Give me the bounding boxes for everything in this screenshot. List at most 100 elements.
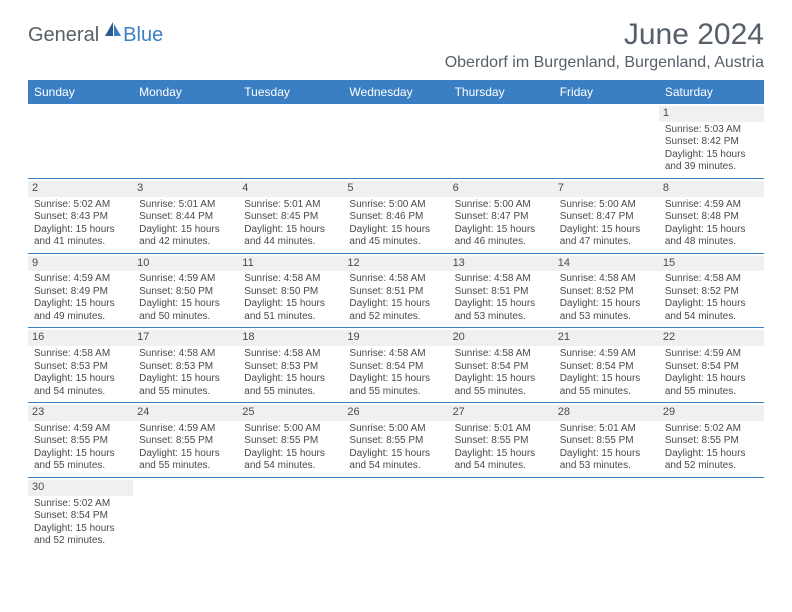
- empty-cell: [343, 104, 448, 178]
- daylight-text: Daylight: 15 hours and 42 minutes.: [139, 224, 232, 249]
- day-number: 16: [28, 330, 133, 346]
- daylight-text: Daylight: 15 hours and 54 minutes.: [34, 373, 127, 398]
- sunrise-text: Sunrise: 5:01 AM: [560, 423, 653, 436]
- day-number: 2: [28, 181, 133, 197]
- daylight-text: Daylight: 15 hours and 53 minutes.: [560, 448, 653, 473]
- weekday-header: Sunday: [28, 80, 133, 104]
- calendar-grid: SundayMondayTuesdayWednesdayThursdayFrid…: [28, 80, 764, 552]
- day-cell: 11Sunrise: 4:58 AMSunset: 8:50 PMDayligh…: [238, 254, 343, 328]
- day-cell: 26Sunrise: 5:00 AMSunset: 8:55 PMDayligh…: [343, 403, 448, 477]
- daylight-text: Daylight: 15 hours and 53 minutes.: [455, 298, 548, 323]
- daylight-text: Daylight: 15 hours and 55 minutes.: [139, 448, 232, 473]
- sunrise-text: Sunrise: 4:58 AM: [455, 348, 548, 361]
- empty-cell: [238, 478, 343, 552]
- day-cell: 13Sunrise: 4:58 AMSunset: 8:51 PMDayligh…: [449, 254, 554, 328]
- sunset-text: Sunset: 8:52 PM: [665, 286, 758, 299]
- sunset-text: Sunset: 8:55 PM: [34, 435, 127, 448]
- location-subtitle: Oberdorf im Burgenland, Burgenland, Aust…: [445, 54, 764, 72]
- sunset-text: Sunset: 8:47 PM: [560, 211, 653, 224]
- daylight-text: Daylight: 15 hours and 46 minutes.: [455, 224, 548, 249]
- day-number: 12: [343, 256, 448, 272]
- sunset-text: Sunset: 8:42 PM: [665, 136, 758, 149]
- sunset-text: Sunset: 8:50 PM: [139, 286, 232, 299]
- day-cell: 20Sunrise: 4:58 AMSunset: 8:54 PMDayligh…: [449, 328, 554, 402]
- sunset-text: Sunset: 8:54 PM: [34, 510, 127, 523]
- daylight-text: Daylight: 15 hours and 54 minutes.: [455, 448, 548, 473]
- sunset-text: Sunset: 8:45 PM: [244, 211, 337, 224]
- daylight-text: Daylight: 15 hours and 55 minutes.: [665, 373, 758, 398]
- sunset-text: Sunset: 8:55 PM: [560, 435, 653, 448]
- sunset-text: Sunset: 8:55 PM: [244, 435, 337, 448]
- sunrise-text: Sunrise: 4:59 AM: [665, 348, 758, 361]
- sunset-text: Sunset: 8:54 PM: [560, 361, 653, 374]
- daylight-text: Daylight: 15 hours and 53 minutes.: [560, 298, 653, 323]
- sunrise-text: Sunrise: 4:58 AM: [665, 273, 758, 286]
- page-header: General Blue June 2024 Oberdorf im Burge…: [28, 18, 764, 72]
- day-number: 20: [449, 330, 554, 346]
- logo-text-general: General: [28, 24, 99, 47]
- day-number: 29: [659, 405, 764, 421]
- sunrise-text: Sunrise: 4:59 AM: [139, 273, 232, 286]
- logo-text-blue: Blue: [123, 24, 163, 47]
- day-cell: 10Sunrise: 4:59 AMSunset: 8:50 PMDayligh…: [133, 254, 238, 328]
- sunset-text: Sunset: 8:51 PM: [455, 286, 548, 299]
- empty-cell: [28, 104, 133, 178]
- day-cell: 5Sunrise: 5:00 AMSunset: 8:46 PMDaylight…: [343, 179, 448, 253]
- day-number: 8: [659, 181, 764, 197]
- sunrise-text: Sunrise: 4:58 AM: [455, 273, 548, 286]
- day-number: 25: [238, 405, 343, 421]
- weekday-header: Monday: [133, 80, 238, 104]
- sunset-text: Sunset: 8:49 PM: [34, 286, 127, 299]
- sunset-text: Sunset: 8:52 PM: [560, 286, 653, 299]
- day-cell: 24Sunrise: 4:59 AMSunset: 8:55 PMDayligh…: [133, 403, 238, 477]
- sunset-text: Sunset: 8:55 PM: [665, 435, 758, 448]
- day-cell: 27Sunrise: 5:01 AMSunset: 8:55 PMDayligh…: [449, 403, 554, 477]
- empty-cell: [449, 478, 554, 552]
- weekday-header: Saturday: [659, 80, 764, 104]
- day-cell: 12Sunrise: 4:58 AMSunset: 8:51 PMDayligh…: [343, 254, 448, 328]
- sunrise-text: Sunrise: 4:59 AM: [34, 423, 127, 436]
- daylight-text: Daylight: 15 hours and 45 minutes.: [349, 224, 442, 249]
- sunrise-text: Sunrise: 5:02 AM: [34, 199, 127, 212]
- week-row: 2Sunrise: 5:02 AMSunset: 8:43 PMDaylight…: [28, 179, 764, 254]
- day-number: 14: [554, 256, 659, 272]
- day-cell: 23Sunrise: 4:59 AMSunset: 8:55 PMDayligh…: [28, 403, 133, 477]
- daylight-text: Daylight: 15 hours and 47 minutes.: [560, 224, 653, 249]
- day-number: 18: [238, 330, 343, 346]
- sunset-text: Sunset: 8:53 PM: [34, 361, 127, 374]
- day-number: 22: [659, 330, 764, 346]
- title-block: June 2024 Oberdorf im Burgenland, Burgen…: [445, 18, 764, 72]
- empty-cell: [343, 478, 448, 552]
- day-cell: 8Sunrise: 4:59 AMSunset: 8:48 PMDaylight…: [659, 179, 764, 253]
- week-row: 30Sunrise: 5:02 AMSunset: 8:54 PMDayligh…: [28, 478, 764, 552]
- weekday-header: Thursday: [449, 80, 554, 104]
- empty-cell: [554, 478, 659, 552]
- sunrise-text: Sunrise: 4:58 AM: [349, 348, 442, 361]
- sunset-text: Sunset: 8:53 PM: [244, 361, 337, 374]
- day-cell: 29Sunrise: 5:02 AMSunset: 8:55 PMDayligh…: [659, 403, 764, 477]
- day-cell: 17Sunrise: 4:58 AMSunset: 8:53 PMDayligh…: [133, 328, 238, 402]
- sunrise-text: Sunrise: 4:59 AM: [34, 273, 127, 286]
- day-number: 21: [554, 330, 659, 346]
- sunrise-text: Sunrise: 4:58 AM: [244, 348, 337, 361]
- week-row: 1Sunrise: 5:03 AMSunset: 8:42 PMDaylight…: [28, 104, 764, 179]
- daylight-text: Daylight: 15 hours and 49 minutes.: [34, 298, 127, 323]
- sunrise-text: Sunrise: 4:58 AM: [34, 348, 127, 361]
- day-cell: 1Sunrise: 5:03 AMSunset: 8:42 PMDaylight…: [659, 104, 764, 178]
- sunrise-text: Sunrise: 5:00 AM: [455, 199, 548, 212]
- sunrise-text: Sunrise: 5:02 AM: [34, 498, 127, 511]
- daylight-text: Daylight: 15 hours and 39 minutes.: [665, 149, 758, 174]
- day-cell: 3Sunrise: 5:01 AMSunset: 8:44 PMDaylight…: [133, 179, 238, 253]
- sunrise-text: Sunrise: 5:02 AM: [665, 423, 758, 436]
- sunrise-text: Sunrise: 4:59 AM: [139, 423, 232, 436]
- day-number: 1: [659, 106, 764, 122]
- day-number: 15: [659, 256, 764, 272]
- daylight-text: Daylight: 15 hours and 55 minutes.: [349, 373, 442, 398]
- day-cell: 22Sunrise: 4:59 AMSunset: 8:54 PMDayligh…: [659, 328, 764, 402]
- daylight-text: Daylight: 15 hours and 54 minutes.: [244, 448, 337, 473]
- sunrise-text: Sunrise: 5:01 AM: [455, 423, 548, 436]
- sunset-text: Sunset: 8:51 PM: [349, 286, 442, 299]
- day-cell: 19Sunrise: 4:58 AMSunset: 8:54 PMDayligh…: [343, 328, 448, 402]
- daylight-text: Daylight: 15 hours and 52 minutes.: [349, 298, 442, 323]
- day-cell: 15Sunrise: 4:58 AMSunset: 8:52 PMDayligh…: [659, 254, 764, 328]
